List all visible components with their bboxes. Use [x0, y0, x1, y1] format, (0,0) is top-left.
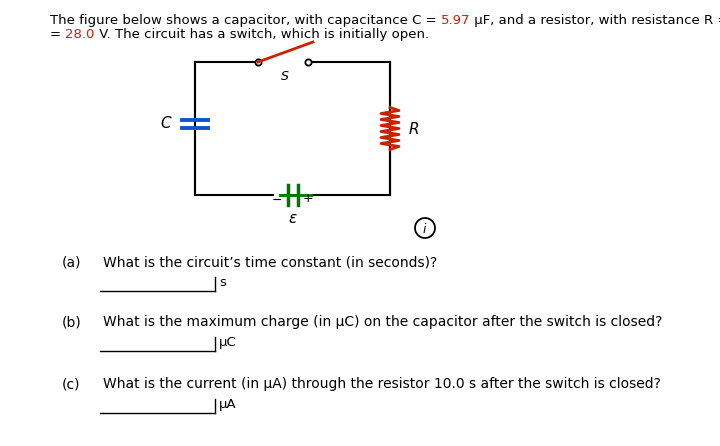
Text: $i$: $i$	[423, 222, 428, 236]
Text: s: s	[219, 276, 226, 289]
Text: =: =	[50, 28, 66, 41]
Text: V. The circuit has a switch, which is initially open.: V. The circuit has a switch, which is in…	[94, 28, 428, 41]
Text: (b): (b)	[62, 315, 82, 329]
Text: 28.0: 28.0	[66, 28, 94, 41]
Text: 5.97: 5.97	[441, 14, 470, 27]
Text: μF, and a resistor, with resistance R =: μF, and a resistor, with resistance R =	[470, 14, 720, 27]
Text: (c): (c)	[62, 377, 81, 391]
Text: $-$: $-$	[271, 193, 282, 206]
Text: What is the circuit’s time constant (in seconds)?: What is the circuit’s time constant (in …	[103, 255, 437, 269]
Text: What is the maximum charge (in μC) on the capacitor after the switch is closed?: What is the maximum charge (in μC) on th…	[103, 315, 662, 329]
Text: What is the current (in μA) through the resistor 10.0 s after the switch is clos: What is the current (in μA) through the …	[103, 377, 661, 391]
Text: $S$: $S$	[280, 70, 289, 83]
Text: The figure below shows a capacitor, with capacitance C =: The figure below shows a capacitor, with…	[50, 14, 441, 27]
Text: (a): (a)	[62, 255, 81, 269]
Text: $+$: $+$	[302, 193, 314, 206]
Text: $\varepsilon$: $\varepsilon$	[288, 211, 297, 226]
Text: $R$: $R$	[408, 120, 419, 136]
Text: μA: μA	[219, 398, 237, 411]
Text: $C$: $C$	[161, 116, 173, 132]
Text: μC: μC	[219, 336, 237, 349]
